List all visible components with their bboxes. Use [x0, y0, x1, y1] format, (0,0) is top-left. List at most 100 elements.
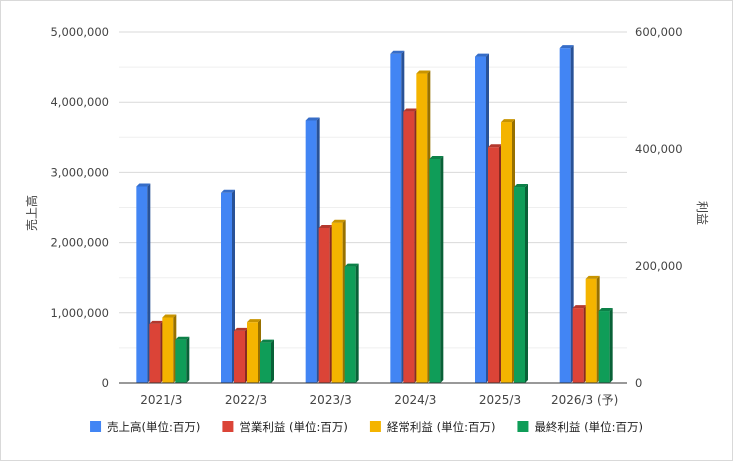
y-right-tick-label: 400,000 — [635, 142, 683, 156]
bar-top — [175, 336, 190, 340]
bar-face — [488, 147, 499, 383]
bar — [559, 45, 574, 384]
bar-top — [585, 275, 600, 279]
bar-side — [355, 263, 359, 383]
bar-face — [136, 186, 148, 383]
x-tick-label: 2025/3 — [479, 393, 521, 407]
bar-top — [429, 155, 444, 159]
bar — [475, 53, 489, 383]
bar-face — [501, 122, 512, 383]
y-right-tick-label: 200,000 — [635, 259, 683, 273]
bar-face — [514, 187, 525, 383]
bar — [514, 184, 528, 383]
bar — [221, 189, 235, 383]
bar — [416, 70, 431, 383]
bars — [136, 45, 613, 384]
bar-face — [344, 266, 356, 383]
bar-face — [318, 227, 330, 383]
bar-side — [525, 184, 528, 383]
legend-item: 売上高(単位:百万) — [90, 420, 200, 434]
legend-swatch — [90, 421, 102, 432]
x-tick-label: 2024/3 — [394, 393, 436, 407]
bar-face — [175, 339, 187, 383]
bar-face — [260, 342, 271, 383]
bar-top — [559, 45, 574, 49]
bar-face — [247, 322, 258, 383]
bar-top — [162, 314, 177, 318]
bar-top — [514, 184, 528, 188]
bar-side — [609, 308, 613, 383]
y-right-tick-label: 600,000 — [635, 25, 683, 39]
bar-face — [429, 158, 441, 383]
legend-item: 最終利益 (単位:百万) — [517, 420, 643, 434]
bar — [247, 319, 261, 383]
bar-top — [488, 144, 502, 148]
bar — [305, 117, 320, 384]
bar-top — [403, 108, 418, 112]
legend-swatch — [222, 421, 234, 432]
y-axis-left-title: 売上高 — [24, 195, 39, 231]
legend-label: 売上高(単位:百万) — [107, 420, 200, 434]
y-axis-right-title: 利益 — [695, 201, 709, 225]
bar-face — [234, 330, 245, 383]
bar-face — [162, 317, 174, 383]
legend-swatch — [369, 421, 381, 432]
bar — [429, 155, 444, 383]
bar-top — [416, 70, 431, 74]
bar-top — [305, 117, 320, 121]
bar — [175, 336, 190, 383]
bar-top — [390, 50, 405, 54]
bar-top — [149, 320, 164, 324]
bar-side — [271, 339, 274, 383]
bar — [403, 108, 418, 383]
bar-side — [570, 45, 574, 384]
legend-label: 営業利益 (単位:百万) — [239, 420, 348, 434]
bar-top — [234, 327, 248, 331]
bar — [390, 50, 405, 384]
bar-top — [501, 119, 515, 123]
bar — [488, 144, 502, 383]
bar-side — [440, 155, 444, 383]
bar — [136, 183, 151, 383]
axes: 0 1,000,000 2,000,000 3,000,000 4,000,000 5,0… — [50, 25, 682, 407]
y-right-tick-label: 0 — [635, 376, 642, 390]
bar — [162, 314, 177, 383]
bar-face — [331, 222, 343, 383]
bar-top — [260, 339, 274, 343]
bar-top — [318, 224, 333, 228]
bar-face — [403, 111, 415, 383]
bar-face — [598, 311, 610, 383]
bar-top — [475, 53, 489, 57]
bar — [585, 275, 600, 383]
y-left-tick-label: 5,000,000 — [50, 25, 109, 39]
bar-face — [390, 53, 402, 384]
bar-top — [331, 219, 346, 223]
bar-top — [572, 305, 587, 309]
gridlines — [119, 31, 627, 349]
bar-face — [475, 56, 486, 383]
bar — [149, 320, 164, 383]
x-tick-label: 2021/3 — [140, 393, 182, 407]
y-left-tick-label: 2,000,000 — [50, 236, 109, 250]
bar-face — [149, 323, 161, 383]
bar-face — [559, 48, 571, 384]
bar-top — [247, 319, 261, 323]
x-tick-label: 2026/3 (予) — [551, 393, 618, 407]
bar-face — [305, 120, 317, 384]
legend-item: 経常利益 (単位:百万) — [369, 420, 496, 434]
legend-swatch — [517, 421, 529, 432]
bar-face — [221, 192, 232, 383]
y-left-tick-label: 1,000,000 — [50, 306, 109, 320]
bar — [572, 305, 587, 383]
bar-top — [344, 263, 359, 267]
bar-face — [572, 308, 584, 383]
bar-top — [598, 308, 613, 312]
y-left-tick-label: 4,000,000 — [50, 95, 109, 109]
legend-label: 経常利益 (単位:百万) — [387, 420, 496, 434]
y-left-tick-label: 3,000,000 — [50, 165, 109, 179]
bar — [260, 339, 274, 383]
bar-top — [136, 183, 151, 187]
bar-side — [186, 336, 190, 383]
bar — [234, 327, 248, 383]
